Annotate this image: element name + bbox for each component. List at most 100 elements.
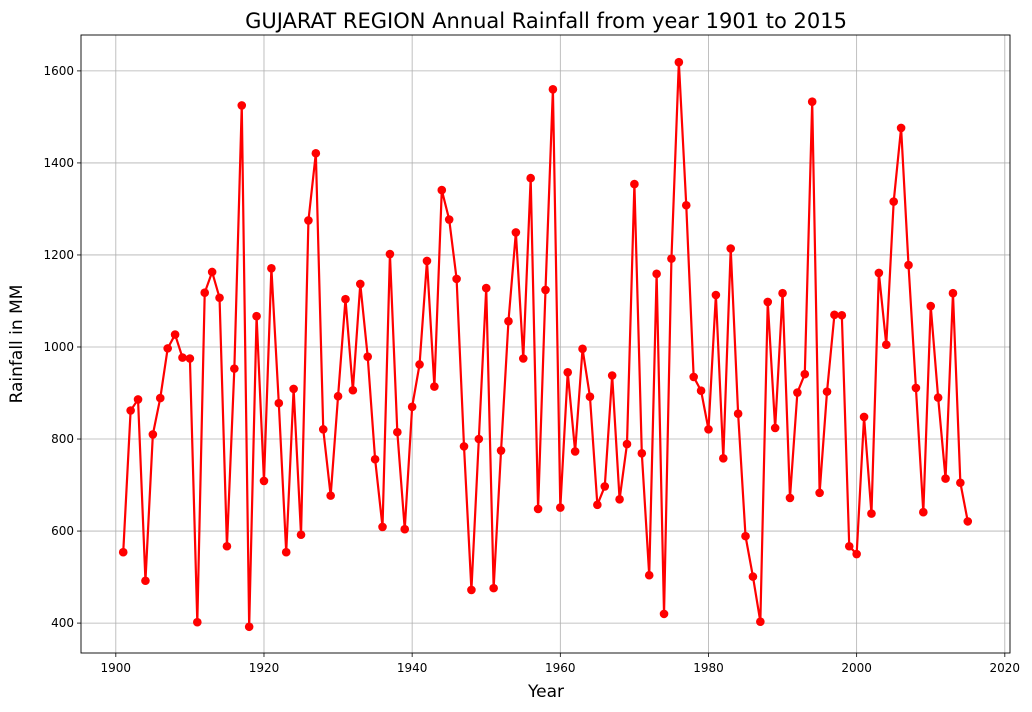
data-point [526, 173, 535, 183]
y-tick-label: 1400 [43, 156, 74, 170]
data-point [133, 395, 143, 404]
data-point [185, 354, 195, 363]
data-point [437, 185, 447, 195]
data-point [800, 369, 810, 379]
data-point [215, 293, 224, 303]
data-point [793, 388, 802, 397]
data-point [593, 500, 602, 510]
data-point [748, 572, 758, 581]
data-point [563, 368, 573, 377]
y-tick-label: 600 [51, 524, 74, 538]
y-tick-label: 1600 [43, 64, 74, 78]
data-point [400, 524, 410, 534]
data-point [496, 446, 506, 455]
data-point [274, 398, 284, 408]
data-point [904, 260, 913, 270]
data-point [556, 503, 565, 512]
data-point [659, 609, 669, 619]
data-point [355, 279, 365, 289]
x-tick-label: 2000 [841, 661, 872, 675]
data-point [607, 371, 617, 380]
data-point [244, 622, 254, 632]
data-point [178, 353, 187, 362]
data-point [956, 478, 965, 488]
data-point [430, 382, 439, 391]
data-point [267, 264, 276, 273]
x-tick-label: 1960 [545, 661, 576, 675]
data-point [570, 447, 580, 456]
data-point [541, 285, 550, 295]
data-point [533, 504, 543, 514]
data-point [689, 372, 698, 382]
data-point [837, 310, 847, 320]
data-point [644, 570, 654, 580]
data-point [859, 412, 869, 422]
data-point [415, 360, 424, 369]
data-point [741, 531, 750, 541]
data-point [770, 423, 780, 433]
y-axis-title: Rainfall in MM [7, 285, 27, 404]
x-tick-label: 2020 [990, 661, 1021, 675]
data-point [237, 101, 247, 110]
data-point [385, 249, 395, 259]
data-point [489, 583, 498, 593]
data-point [600, 482, 610, 491]
data-point [630, 179, 639, 189]
data-point [919, 507, 928, 517]
data-point [948, 288, 958, 298]
data-point [281, 547, 291, 557]
data-point [778, 288, 787, 298]
data-point [704, 425, 713, 434]
data-point [474, 434, 484, 444]
data-point [311, 148, 321, 158]
data-point [296, 530, 306, 540]
data-point [467, 585, 476, 595]
data-point [667, 254, 676, 263]
data-point [881, 340, 891, 349]
data-point [163, 344, 172, 353]
axis-ticks: 1900 1920 1940 1960 1980 2000 2020 400 600 800 100… [43, 64, 1020, 675]
rainfall-series [118, 57, 973, 632]
data-point [941, 474, 950, 483]
data-point [193, 617, 202, 627]
data-point [711, 290, 721, 300]
data-point [852, 549, 861, 559]
data-point [348, 385, 358, 395]
y-tick-label: 1200 [43, 248, 74, 262]
y-tick-label: 800 [51, 432, 74, 446]
data-point [393, 427, 402, 437]
data-point [141, 576, 150, 586]
data-point [926, 301, 936, 311]
data-point [681, 200, 691, 210]
data-point [333, 391, 343, 401]
data-point [844, 541, 854, 551]
data-point [696, 386, 706, 396]
data-point [304, 216, 313, 225]
data-point [341, 294, 350, 304]
x-tick-label: 1980 [693, 661, 724, 675]
data-point [622, 439, 632, 449]
data-point [578, 344, 587, 354]
data-point [807, 97, 817, 107]
data-point [511, 228, 521, 237]
data-point [889, 197, 898, 206]
data-point [230, 364, 239, 373]
data-point [785, 493, 795, 503]
data-point [252, 311, 261, 321]
data-point [911, 383, 921, 393]
data-point [407, 402, 417, 412]
data-point [200, 288, 210, 297]
data-point [504, 316, 513, 326]
data-point [733, 409, 743, 419]
data-point [896, 123, 906, 133]
data-point [126, 406, 135, 415]
data-point [222, 541, 232, 551]
data-point [170, 330, 180, 339]
x-tick-label: 1900 [101, 661, 132, 675]
data-point [326, 491, 335, 500]
x-tick-label: 1920 [249, 661, 280, 675]
data-point [652, 269, 661, 279]
data-point [874, 268, 884, 278]
data-point [815, 488, 824, 498]
data-point [378, 522, 387, 532]
